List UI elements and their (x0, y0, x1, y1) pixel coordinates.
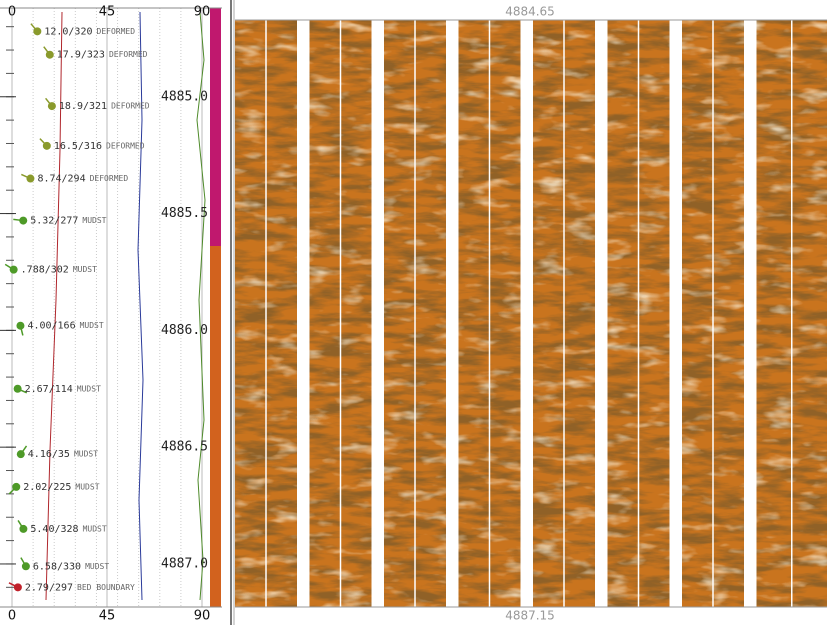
facies-label: DEFORMED (111, 102, 150, 111)
tadpole-label: 2.79/297 (25, 582, 73, 593)
tadpole (46, 51, 54, 59)
depth-label: 4887.0 (161, 556, 208, 571)
tadpole (12, 483, 20, 491)
tadpole-label: 5.40/328 (30, 524, 78, 535)
tadpole-label: 6.58/330 (33, 561, 81, 572)
tadpole-label: 12.0/320 (44, 26, 92, 37)
facies-label: MUDST (82, 216, 106, 225)
tadpole (19, 217, 27, 225)
x-tick-label: 90 (194, 5, 211, 20)
tadpole (17, 450, 25, 458)
facies-label: MUDST (77, 384, 101, 393)
tadpole-label: 2.02/225 (23, 482, 71, 493)
top-depth: 4884.65 (505, 5, 555, 19)
tadpole-label: 17.9/323 (57, 50, 105, 61)
x-tick-label: 0 (8, 609, 16, 624)
facies-label: MUDST (75, 482, 99, 491)
tadpole-label: 2.67/114 (25, 384, 73, 395)
facies-bar-mudst (210, 246, 221, 607)
x-tick-label: 45 (99, 609, 116, 624)
facies-label: MUDST (73, 265, 97, 274)
tadpole (22, 562, 30, 570)
facies-label: DEFORMED (109, 50, 148, 59)
facies-bar-deformed (210, 8, 221, 246)
log-view: 4884.65 4887.15 0 0 45 45 90 90 4885.0 4885.5 48… (0, 0, 827, 625)
tadpole-label: .788/302 (21, 265, 69, 276)
facies-label: MUDST (80, 321, 104, 330)
bottom-depth: 4887.15 (505, 609, 555, 623)
tadpole (10, 266, 18, 274)
facies-label: DEFORMED (90, 174, 129, 183)
facies-label: BED BOUNDARY (77, 583, 135, 592)
tadpole-label: 8.74/294 (37, 174, 85, 185)
tadpole (43, 142, 51, 150)
depth-label: 4885.5 (161, 206, 208, 221)
depth-label: 4885.0 (161, 89, 208, 104)
x-tick-label: 45 (99, 5, 116, 20)
tadpole (19, 525, 27, 533)
tadpole-label: 4.00/166 (27, 321, 75, 332)
tadpole (16, 322, 24, 330)
facies-label: DEFORMED (106, 141, 145, 150)
facies-label: MUDST (83, 524, 107, 533)
tadpole-label: 16.5/316 (54, 141, 102, 152)
tadpole (14, 385, 22, 393)
tadpole (26, 175, 34, 183)
tadpole-label: 18.9/321 (59, 101, 107, 112)
x-tick-label: 0 (8, 5, 16, 20)
depth-label: 4886.5 (161, 440, 208, 455)
depth-label: 4886.0 (161, 323, 208, 338)
tadpole-label: 5.32/277 (30, 216, 78, 227)
facies-label: MUDST (85, 562, 109, 571)
tadpole (48, 102, 56, 110)
tadpole-label: 4.16/35 (28, 449, 70, 460)
facies-label: MUDST (74, 450, 98, 459)
tadpole (33, 27, 41, 35)
facies-label: DEFORMED (97, 27, 136, 36)
x-tick-label: 90 (194, 609, 211, 624)
tadpole (14, 583, 22, 591)
